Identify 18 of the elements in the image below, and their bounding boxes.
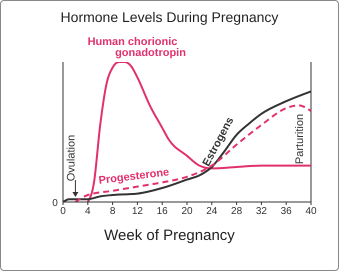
x-tick-label: 40 — [305, 206, 317, 218]
x-tick-label: 24 — [206, 206, 218, 218]
x-axis-title: Week of Pregnancy — [103, 227, 236, 244]
chart-title: Hormone Levels During Pregnancy — [60, 9, 280, 25]
annotation: Ovulation — [65, 134, 78, 182]
x-tick-label: 4 — [85, 206, 92, 218]
x-tick-label: 16 — [156, 206, 168, 218]
series-label: Human chorionic gonadotropin — [88, 36, 186, 60]
text: Progesterone — [98, 166, 170, 187]
x-tick-label: 8 — [110, 206, 116, 218]
x-tick-label: 32 — [256, 206, 268, 218]
text: 0 — [52, 198, 58, 209]
x-tick-label: 12 — [132, 206, 144, 218]
x-tick-label: 20 — [181, 206, 193, 218]
x-tick-label: 28 — [231, 206, 243, 218]
x-tick-label: 0 — [60, 206, 66, 218]
x-tick-label: 36 — [280, 206, 292, 218]
ref-line-label: Parturition — [294, 114, 306, 164]
